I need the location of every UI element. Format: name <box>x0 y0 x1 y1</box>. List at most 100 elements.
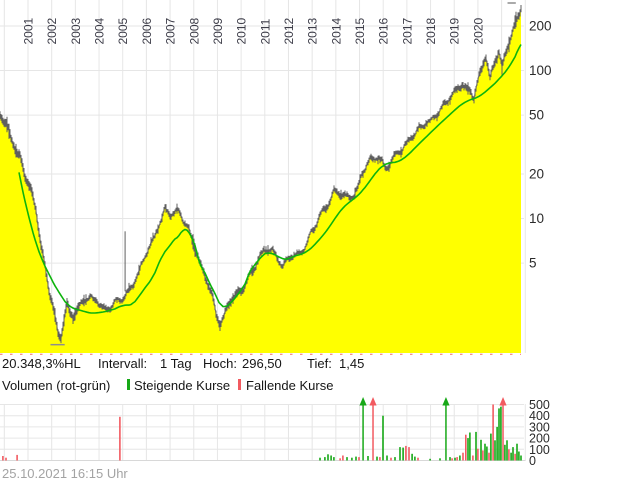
volume-bar <box>319 457 321 461</box>
price-axis-tick-label: 20 <box>529 167 544 182</box>
volume-bar <box>439 458 441 461</box>
year-axis-label: 2007 <box>164 17 178 44</box>
year-axis-label: 2006 <box>140 17 154 44</box>
volume-bar <box>394 457 396 461</box>
volume-bar <box>514 453 516 461</box>
year-axis-label: 2011 <box>258 18 272 44</box>
volume-bar <box>510 452 512 461</box>
volume-bar <box>469 432 471 461</box>
percent-change-value: 20.348,3%HL <box>2 356 81 371</box>
year-axis-label: 2018 <box>424 17 438 44</box>
volume-bar <box>399 447 401 461</box>
volume-bar <box>358 457 360 461</box>
volume-bar <box>402 447 404 461</box>
year-axis-label: 2009 <box>211 17 225 44</box>
falling-legend-label: Fallende Kurse <box>246 378 334 393</box>
volume-bar <box>382 415 384 461</box>
volume-bar <box>508 449 510 461</box>
volume-bar <box>494 440 496 461</box>
year-axis-label: 2003 <box>69 17 83 44</box>
volume-bar <box>327 454 329 461</box>
volume-legend-label: Volumen (rot-grün) <box>2 378 111 393</box>
falling-volume-mark-icon <box>238 379 241 390</box>
volume-bar <box>355 456 357 461</box>
volume-bar <box>417 457 419 461</box>
volume-bar <box>500 406 502 461</box>
volume-bar <box>411 453 413 461</box>
volume-bar <box>465 434 467 461</box>
low-label: Tief: <box>307 356 332 371</box>
year-axis-label: 2004 <box>93 17 107 44</box>
volume-bar <box>346 457 348 461</box>
volume-overflow-arrowhead-icon <box>442 397 450 406</box>
volume-bar <box>490 433 492 461</box>
volume-bar <box>484 443 486 461</box>
chart-stats-row: 20.348,3%HL Intervall: 1 Tag Hoch: 296,5… <box>0 356 620 372</box>
year-axis-label: 2019 <box>448 17 462 44</box>
volume-axis-tick-label: 300 <box>529 420 550 434</box>
interval-value: 1 Tag <box>160 356 192 371</box>
price-axis-tick-label: 100 <box>529 63 552 78</box>
year-axis-label: 2017 <box>400 17 414 44</box>
volume-bar <box>472 455 474 461</box>
volume-overflow-arrowhead-icon <box>359 397 367 406</box>
volume-axis-tick-label: 400 <box>529 409 550 423</box>
volume-bar <box>379 457 381 461</box>
volume-bar <box>512 447 514 461</box>
volume-bar <box>454 457 456 461</box>
volume-bar <box>504 444 506 461</box>
volume-legend-row: Volumen (rot-grün) Steigende Kurse Falle… <box>0 378 620 394</box>
moving-average-line <box>18 44 522 314</box>
volume-bar <box>386 455 388 461</box>
volume-bar <box>518 451 520 461</box>
volume-bar <box>506 440 508 461</box>
volume-axis-tick-label: 500 <box>529 398 550 412</box>
volume-bar <box>339 458 341 461</box>
volume-bar <box>429 458 431 461</box>
volume-bar <box>367 456 369 461</box>
volume-bar <box>475 431 477 461</box>
volume-bar <box>459 455 461 461</box>
year-axis-label: 2010 <box>235 17 249 44</box>
year-axis-label: 2013 <box>306 17 320 44</box>
volume-bar <box>516 443 518 461</box>
volume-bar <box>5 457 7 461</box>
volume-bar <box>462 452 464 461</box>
volume-bar <box>405 445 407 461</box>
volume-overflow-arrowhead-icon <box>369 397 377 406</box>
year-axis-label: 2016 <box>377 17 391 44</box>
volume-bar <box>16 454 18 461</box>
year-axis-label: 2002 <box>45 17 59 44</box>
low-value: 1,45 <box>339 356 365 371</box>
volume-bar <box>467 438 469 461</box>
volume-bar <box>486 446 488 461</box>
rising-legend-label: Steigende Kurse <box>134 378 231 393</box>
volume-axis-tick-label: 100 <box>529 443 550 457</box>
volume-bar <box>492 404 494 461</box>
year-axis-label: 2008 <box>187 17 201 44</box>
chart-timestamp: 25.10.2021 16:15 Uhr <box>2 466 128 481</box>
volume-bar <box>496 426 498 461</box>
volume-bar <box>408 447 410 461</box>
volume-overflow-arrowhead-icon <box>499 397 507 406</box>
volume-bar <box>414 456 416 461</box>
volume-bar <box>488 452 490 461</box>
volume-bar <box>498 408 500 461</box>
price-axis-tick-label: 200 <box>529 19 552 34</box>
volume-bar <box>119 416 121 461</box>
volume-bar <box>451 458 453 461</box>
volume-bar <box>333 457 335 461</box>
volume-bar <box>2 456 4 461</box>
high-value: 296,50 <box>242 356 282 371</box>
year-axis-label: 2005 <box>116 17 130 44</box>
volume-axis-tick-label: 200 <box>529 432 550 446</box>
rising-volume-mark-icon <box>127 379 130 390</box>
high-label: Hoch: <box>203 356 237 371</box>
volume-bar <box>482 450 484 461</box>
volume-bar <box>324 457 326 461</box>
year-axis-label: 2014 <box>329 17 343 44</box>
volume-pane[interactable] <box>0 397 526 461</box>
